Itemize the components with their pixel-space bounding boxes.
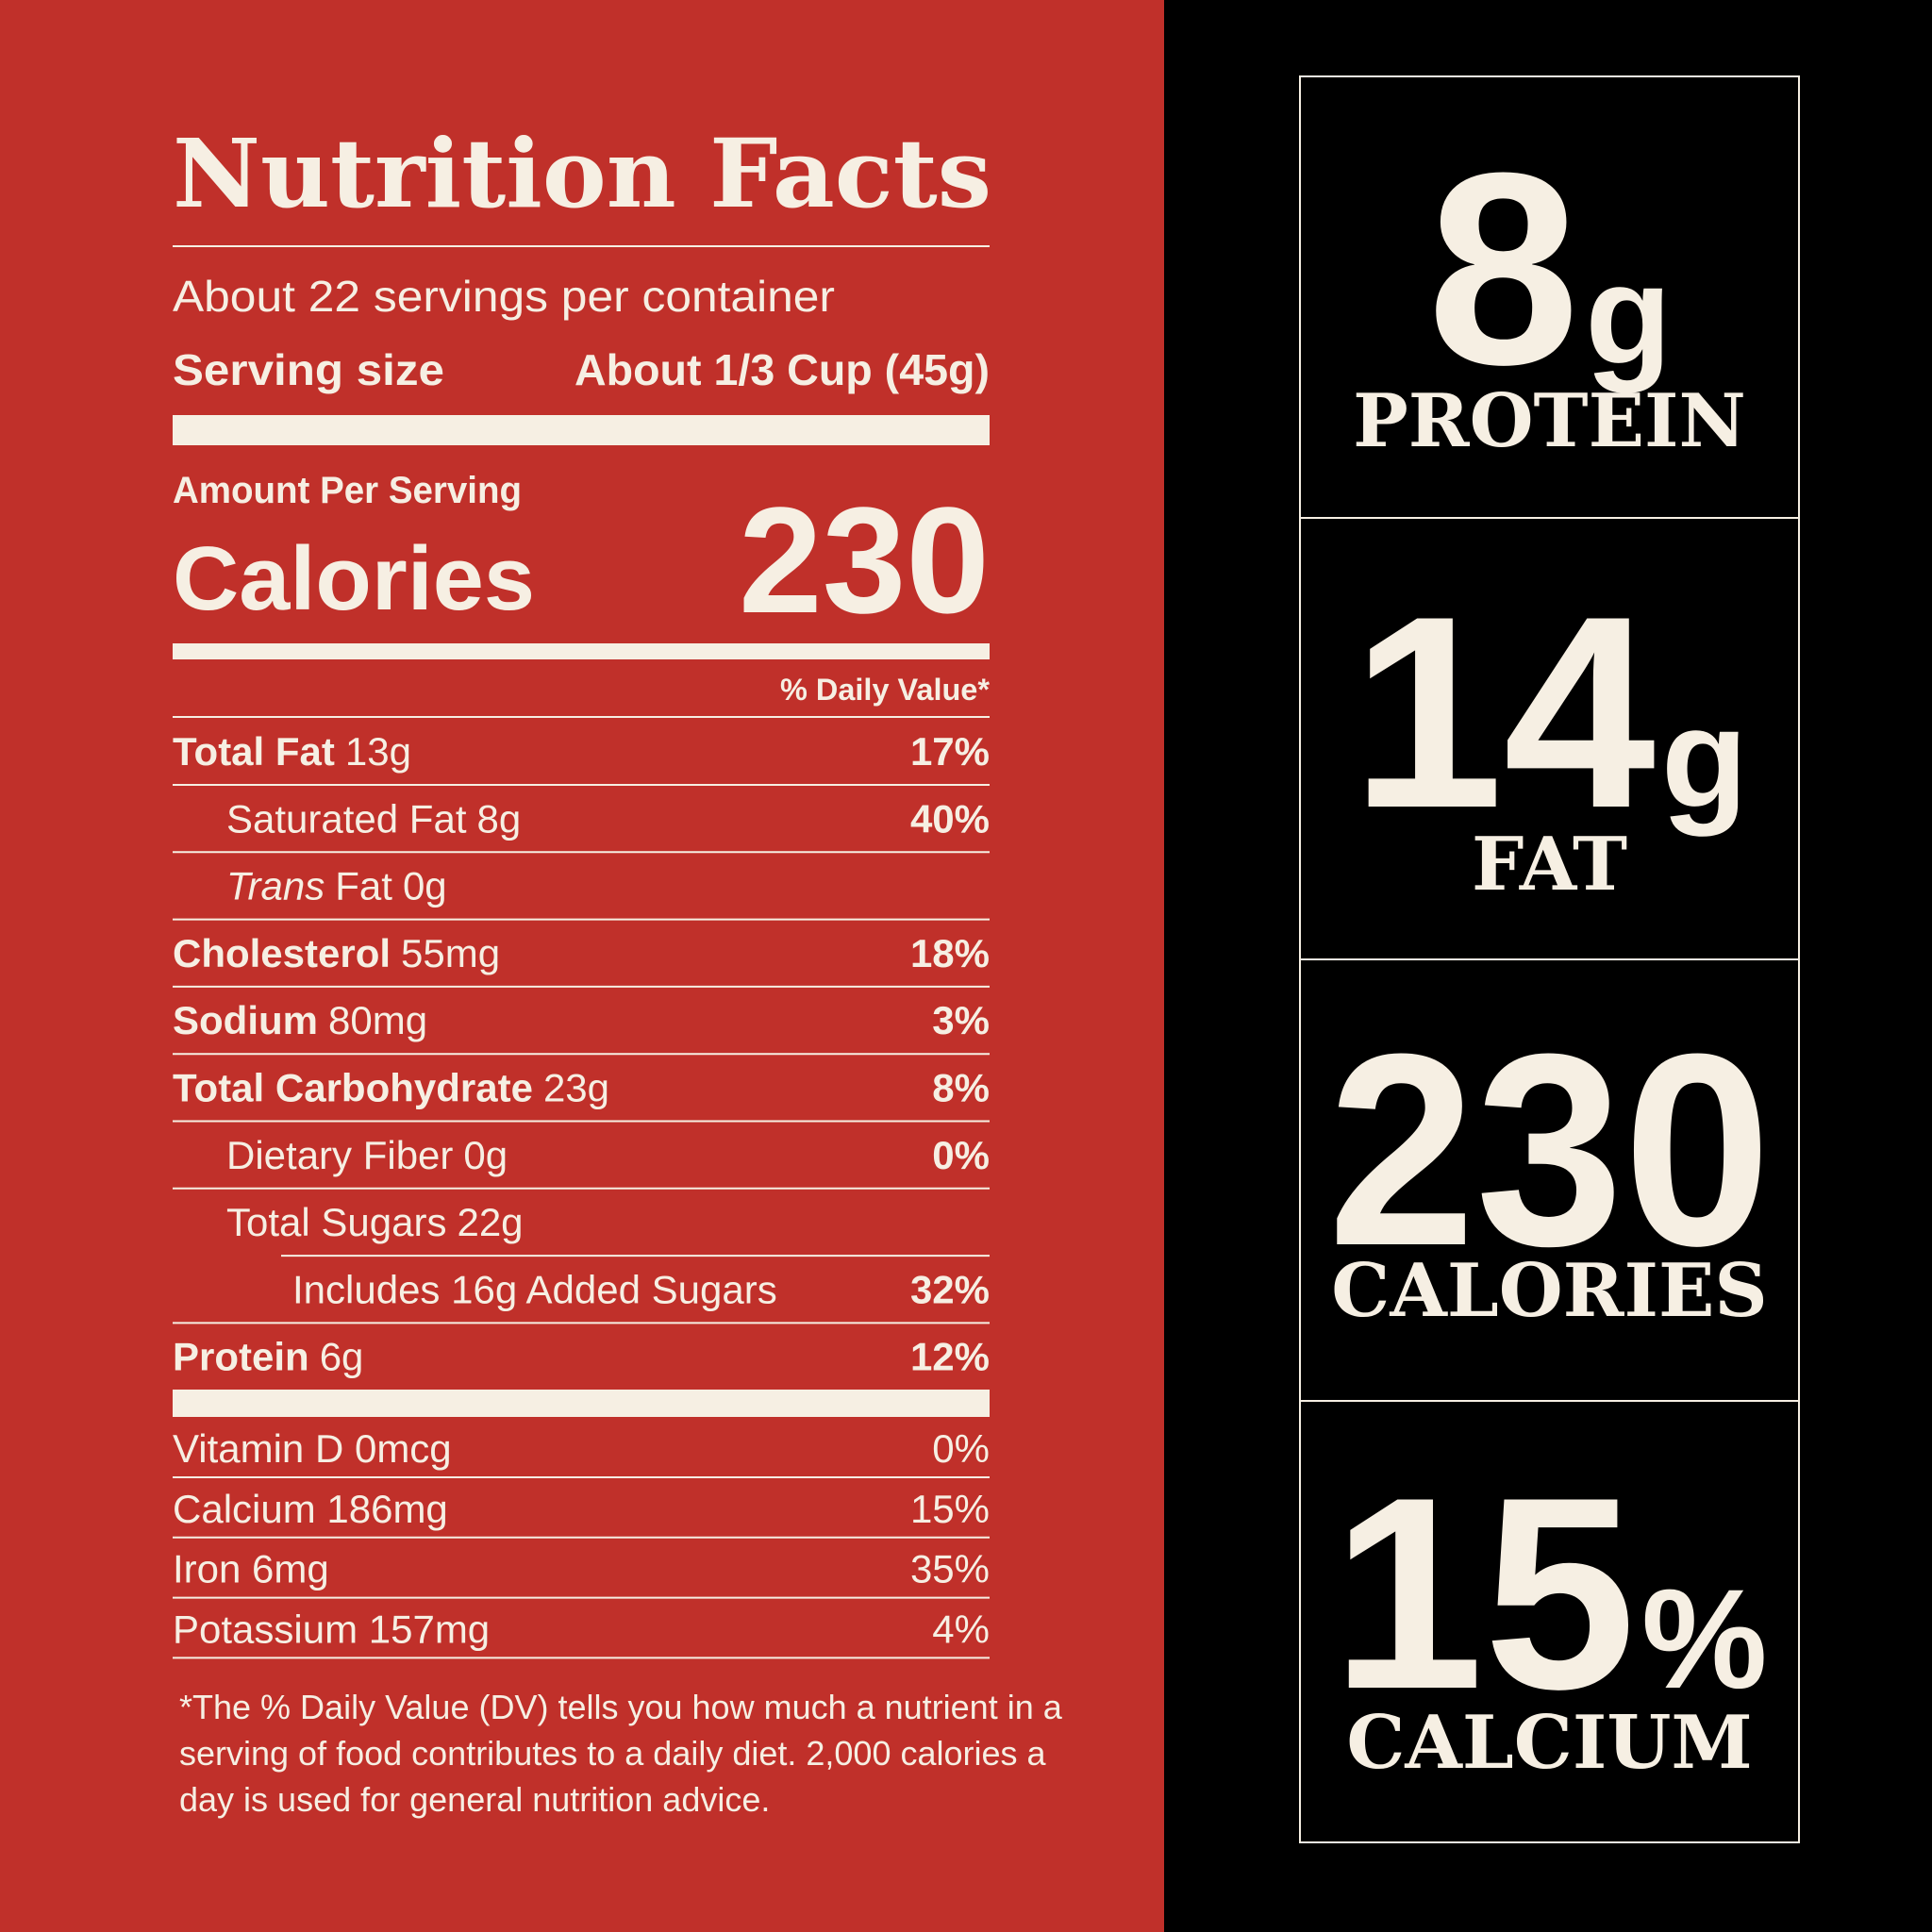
nutrient-name: Cholesterol — [173, 931, 391, 975]
highlight-value: 230 — [1328, 997, 1772, 1303]
nutrient-name: Total Fat — [173, 729, 335, 774]
nutrient-daily-value: 3% — [932, 998, 990, 1042]
nutrient-amount: 22g — [457, 1200, 523, 1244]
nutrient-row: Total Sugars 22g — [226, 1200, 524, 1244]
highlight-number: 14g — [1351, 559, 1747, 865]
highlight-unit: g — [1661, 678, 1748, 837]
vitamin-daily-value: 0% — [932, 1426, 990, 1471]
nutrient-name: Total Carbohydrate — [173, 1066, 533, 1110]
nutrient-row: Protein 6g — [173, 1335, 363, 1379]
nutrient-name: Fat — [335, 864, 392, 908]
highlight-number: 230 — [1328, 997, 1772, 1303]
nutrient-amount: 80mg — [328, 998, 427, 1042]
nutrient-daily-value: 12% — [910, 1335, 990, 1379]
nutrient-name: Includes 16g Added Sugars — [292, 1267, 777, 1311]
nutrient-row: Total Fat 13g — [173, 729, 411, 774]
highlight-unit: g — [1585, 235, 1672, 393]
servings-per-container: About 22 servings per container — [173, 272, 835, 321]
nutrient-row: Saturated Fat 8g — [226, 796, 521, 841]
thick-rule — [173, 415, 990, 445]
thick-rule — [173, 643, 990, 659]
highlight-unit: % — [1641, 1559, 1767, 1718]
calories-value: 230 — [739, 475, 990, 644]
serving-size-value: About 1/3 Cup (45g) — [575, 345, 990, 394]
nutrient-amount: 55mg — [401, 931, 500, 975]
nutrient-amount: 6g — [320, 1335, 364, 1379]
nutrient-amount: 13g — [345, 729, 411, 774]
highlight-label: FAT — [1472, 822, 1627, 908]
vitamin-name: Calcium 186mg — [173, 1487, 448, 1531]
nutrient-amount: 0g — [403, 864, 447, 908]
vitamin-daily-value: 4% — [932, 1607, 990, 1651]
footnote-line: serving of food contributes to a daily d… — [179, 1734, 1047, 1773]
daily-value-heading: % Daily Value* — [780, 673, 991, 707]
nutrient-name-italic: Trans — [226, 864, 325, 908]
calories-label: Calories — [173, 528, 535, 629]
highlight-label: PROTEIN — [1353, 378, 1746, 464]
highlight-label: CALORIES — [1331, 1248, 1767, 1334]
nutrient-amount: 23g — [543, 1066, 609, 1110]
highlight-label: CALCIUM — [1346, 1700, 1752, 1786]
nutrient-daily-value: 8% — [932, 1066, 990, 1110]
title: Nutrition Facts — [173, 118, 991, 229]
nutrient-row: Includes 16g Added Sugars — [292, 1267, 777, 1311]
nutrient-row: Sodium 80mg — [173, 998, 427, 1042]
nutrient-daily-value: 17% — [910, 729, 990, 774]
vitamin-name: Potassium 157mg — [173, 1607, 490, 1651]
vitamin-daily-value: 35% — [910, 1547, 990, 1591]
nutrient-daily-value: 0% — [932, 1133, 990, 1177]
vitamin-daily-value: 15% — [910, 1487, 990, 1531]
highlight-number: 15% — [1332, 1441, 1768, 1746]
nutrient-amount: 0g — [463, 1133, 508, 1177]
nutrient-daily-value: 40% — [910, 796, 990, 841]
nutrient-name: Total Sugars — [226, 1200, 446, 1244]
highlight-panel — [1164, 0, 1932, 1932]
label-panel — [0, 0, 1164, 1932]
vitamin-name: Vitamin D 0mcg — [173, 1426, 452, 1471]
footnote-line: *The % Daily Value (DV) tells you how mu… — [179, 1688, 1063, 1726]
thick-rule — [173, 1390, 990, 1417]
nutrient-name: Dietary Fiber — [226, 1133, 453, 1177]
serving-size-label: Serving size — [173, 345, 444, 394]
highlight-value: 14 — [1351, 559, 1657, 865]
highlight-value: 15 — [1332, 1441, 1637, 1746]
nutrient-name: Saturated Fat — [226, 796, 467, 841]
nutrient-row: Cholesterol 55mg — [173, 931, 500, 975]
highlight-value: 8 — [1427, 116, 1579, 422]
highlight-card — [1299, 1400, 1800, 1843]
nutrient-daily-value: 18% — [910, 931, 990, 975]
vitamin-name: Iron 6mg — [173, 1547, 329, 1591]
nutrient-row: Dietary Fiber 0g — [226, 1133, 508, 1177]
nutrient-name: Sodium — [173, 998, 318, 1042]
footnote-line: day is used for general nutrition advice… — [179, 1780, 770, 1819]
highlight-number: 8g — [1427, 116, 1672, 422]
nutrient-row: Total Carbohydrate 23g — [173, 1066, 609, 1110]
nutrient-name: Protein — [173, 1335, 309, 1379]
nutrient-amount: 8g — [476, 796, 521, 841]
nutrient-row: Trans Fat 0g — [226, 864, 447, 908]
amount-heading: Amount Per Serving — [173, 470, 522, 511]
nutrient-daily-value: 32% — [910, 1267, 990, 1311]
